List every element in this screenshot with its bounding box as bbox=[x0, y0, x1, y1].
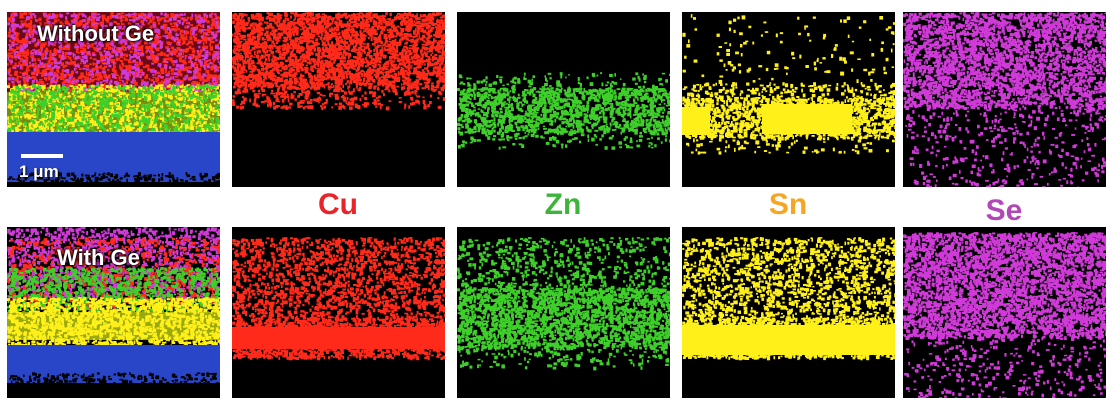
zn-map-without-ge bbox=[457, 12, 670, 187]
row-label-with-ge: With Ge bbox=[57, 245, 140, 271]
se-map-without-ge bbox=[903, 12, 1106, 187]
element-label-zn: Zn bbox=[503, 188, 623, 222]
element-label-sn: Sn bbox=[728, 188, 848, 222]
composite-map-with-ge: With Ge bbox=[7, 227, 220, 398]
scale-bar bbox=[21, 154, 63, 158]
row-label-without-ge: Without Ge bbox=[37, 21, 154, 47]
se-map-with-ge bbox=[903, 227, 1106, 398]
cu-map-without-ge bbox=[232, 12, 445, 187]
cu-map-with-ge bbox=[232, 227, 445, 398]
sn-map-without-ge bbox=[682, 12, 895, 187]
composite-map-without-ge: Without Ge 1 μm bbox=[7, 12, 220, 187]
element-label-cu: Cu bbox=[278, 188, 398, 222]
zn-map-with-ge bbox=[457, 227, 670, 398]
scale-bar-label: 1 μm bbox=[19, 162, 59, 182]
sn-map-with-ge bbox=[682, 227, 895, 398]
element-label-se: Se bbox=[944, 194, 1064, 228]
